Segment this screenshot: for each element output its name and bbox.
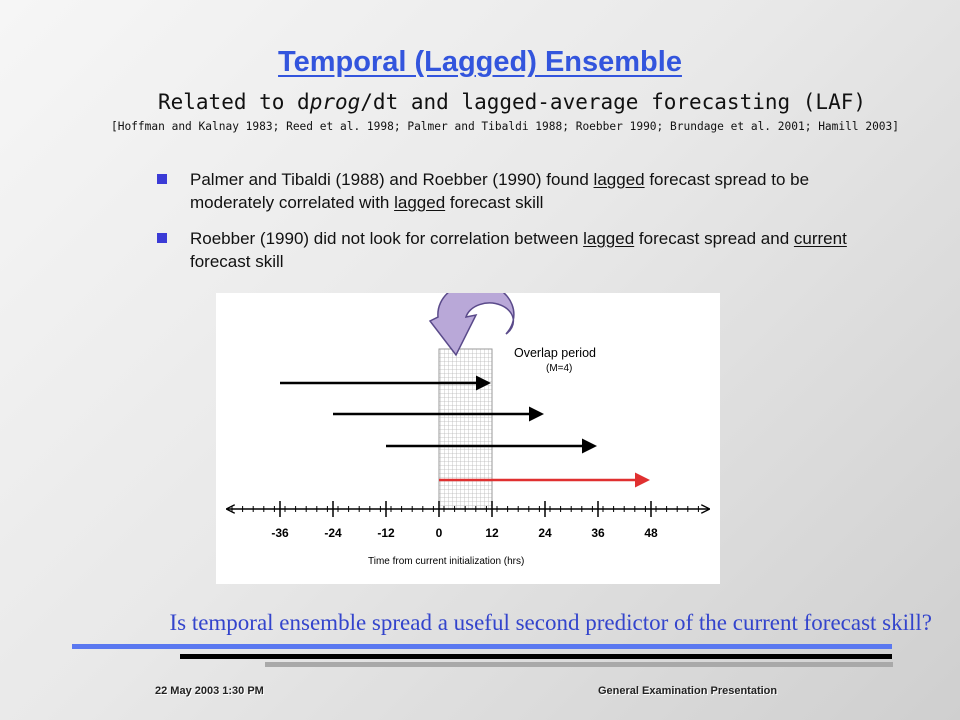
bullet-marker-icon (157, 174, 167, 184)
lagged-ensemble-diagram: Overlap period (M=4) -36 -24 -12 0 12 24 36 48 … (216, 281, 720, 584)
axis-tick-label: 0 (436, 526, 443, 540)
axis-tick-label: -36 (271, 526, 289, 540)
footer-date: 22 May 2003 1:30 PM (155, 685, 264, 697)
divider-black (180, 654, 892, 659)
axis-tick-label: -24 (324, 526, 342, 540)
axis-tick-label: 12 (485, 526, 499, 540)
axis-tick-label: 36 (591, 526, 605, 540)
overlap-sublabel: (M=4) (546, 363, 572, 374)
axis-tick-labels: -36 -24 -12 0 12 24 36 48 (271, 526, 658, 540)
axis-title: Time from current initialization (hrs) (368, 556, 524, 567)
overlap-label: Overlap period (514, 346, 596, 360)
subtitle-emphasis: prog (309, 90, 361, 114)
slide-title: Temporal (Lagged) Ensemble (278, 46, 682, 78)
bullet-text: forecast spread and (634, 229, 794, 248)
bullet-underlined: lagged (394, 193, 446, 212)
bullet-text: forecast skill (190, 252, 284, 271)
bullet-underlined: lagged (583, 229, 635, 248)
axis-major-ticks (279, 501, 652, 517)
axis-tick-label: 24 (538, 526, 552, 540)
diagram-canvas: Overlap period (M=4) -36 -24 -12 0 12 24 36 48 … (216, 281, 720, 567)
divider-blue (72, 644, 892, 649)
bullet-marker-icon (157, 233, 167, 243)
slide-subtitle: Related to dprog/dt and lagged-average f… (0, 90, 960, 114)
curved-arrow-icon (428, 281, 515, 357)
axis-minor-ticks (231, 506, 699, 512)
divider-gray (265, 662, 893, 667)
bullet-item: Palmer and Tibaldi (1988) and Roebber (1… (157, 168, 870, 214)
bullet-text: forecast spread to be moderately correla… (190, 170, 810, 212)
footer-title: General Examination Presentation (598, 685, 778, 697)
bullet-underlined: lagged (593, 170, 645, 189)
forecast-arrows (280, 375, 650, 488)
overlap-period-region (438, 348, 493, 510)
bullet-text: forecast skill (445, 193, 544, 212)
subtitle-post: /dt and lagged-average forecasting (LAF) (360, 90, 867, 114)
bullet-item: Roebber (1990) did not look for correlat… (157, 227, 870, 273)
references: [Hoffman and Kalnay 1983; Reed et al. 19… (110, 120, 900, 133)
bullet-text: Roebber (1990) did not look for correlat… (190, 229, 584, 248)
bullet-underlined: current (793, 229, 847, 248)
axis-tick-label: 48 (644, 526, 658, 540)
bullet-text: Palmer and Tibaldi (1988) and Roebber (1… (190, 170, 594, 189)
axis-tick-label: -12 (377, 526, 395, 540)
question-text: Is temporal ensemble spread a useful sec… (169, 610, 932, 635)
subtitle-pre: Related to d (157, 90, 310, 114)
